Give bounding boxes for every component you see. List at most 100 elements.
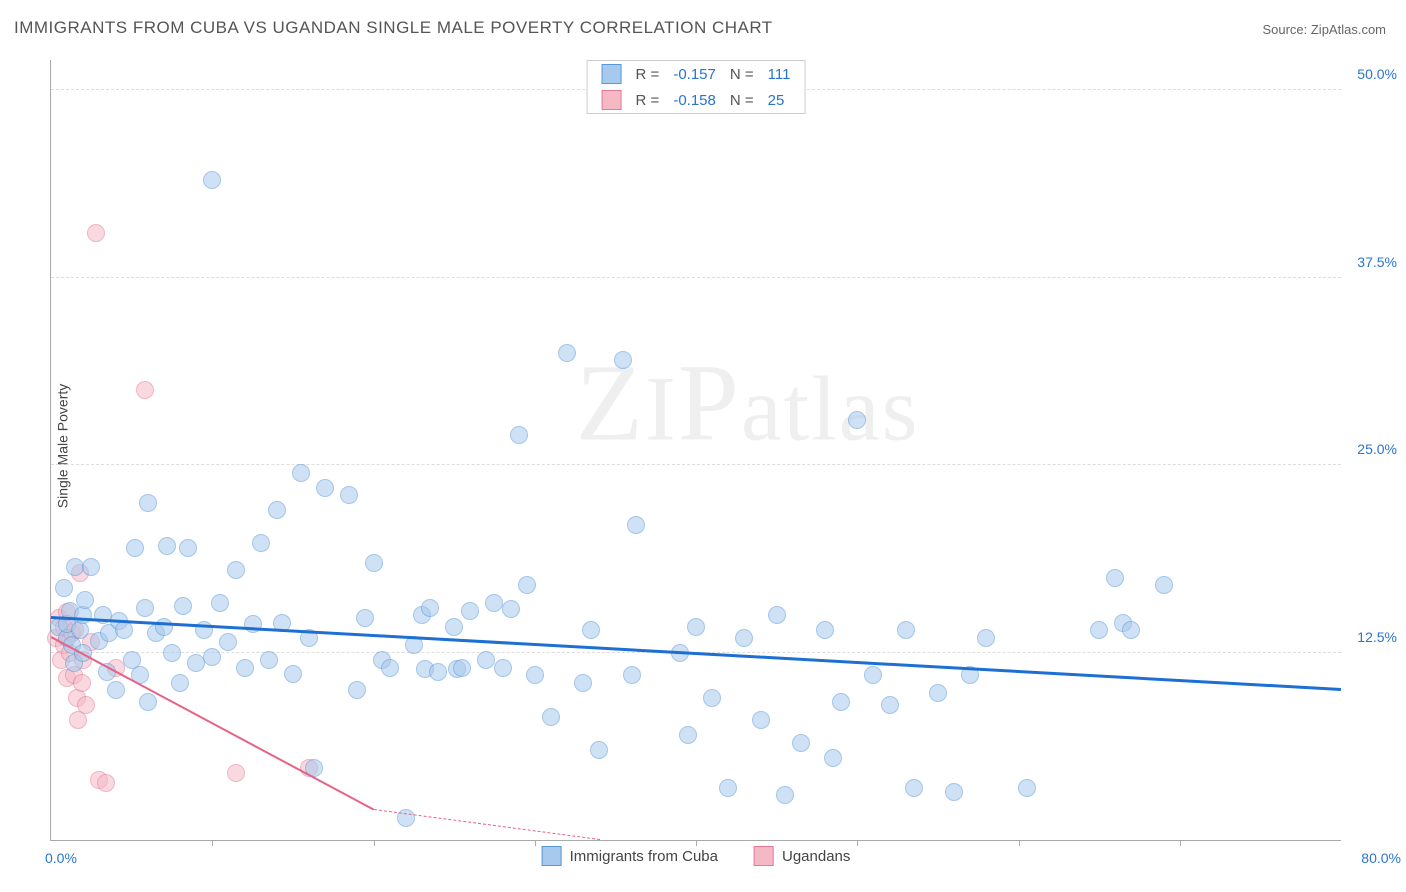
scatter-point	[260, 651, 278, 669]
r-label: R =	[636, 92, 660, 109]
scatter-point	[77, 696, 95, 714]
scatter-point	[1106, 569, 1124, 587]
gridline	[51, 464, 1341, 465]
x-tick	[374, 840, 375, 846]
scatter-point	[203, 171, 221, 189]
y-tick-label: 12.5%	[1345, 629, 1397, 645]
scatter-point	[55, 579, 73, 597]
scatter-point	[977, 629, 995, 647]
legend-item-uganda: Ugandans	[754, 846, 850, 866]
scatter-point	[203, 648, 221, 666]
x-tick	[535, 840, 536, 846]
series-legend: Immigrants from Cuba Ugandans	[542, 846, 851, 866]
scatter-point	[155, 618, 173, 636]
scatter-point	[252, 534, 270, 552]
scatter-point	[381, 659, 399, 677]
scatter-point	[421, 599, 439, 617]
scatter-point	[445, 618, 463, 636]
swatch-uganda-icon	[754, 846, 774, 866]
scatter-point	[397, 809, 415, 827]
scatter-point	[897, 621, 915, 639]
n-label: N =	[730, 92, 754, 109]
scatter-point	[1155, 576, 1173, 594]
scatter-point	[82, 558, 100, 576]
scatter-point	[73, 674, 91, 692]
scatter-point	[236, 659, 254, 677]
scatter-point	[776, 786, 794, 804]
scatter-point	[227, 561, 245, 579]
scatter-point	[510, 426, 528, 444]
n-value-cuba: 111	[768, 66, 791, 83]
scatter-point	[494, 659, 512, 677]
r-value-cuba: -0.157	[673, 66, 716, 83]
scatter-point	[832, 693, 850, 711]
chart-title: IMMIGRANTS FROM CUBA VS UGANDAN SINGLE M…	[14, 18, 773, 38]
scatter-point	[590, 741, 608, 759]
scatter-point	[268, 501, 286, 519]
scatter-point	[864, 666, 882, 684]
scatter-point	[76, 591, 94, 609]
scatter-point	[574, 674, 592, 692]
correlation-legend: R = -0.157 N = 111 R = -0.158 N = 25	[587, 60, 806, 114]
y-tick-label: 37.5%	[1345, 254, 1397, 270]
scatter-point	[735, 629, 753, 647]
scatter-point	[365, 554, 383, 572]
scatter-point	[171, 674, 189, 692]
legend-row-uganda: R = -0.158 N = 25	[588, 87, 805, 113]
scatter-point	[174, 597, 192, 615]
scatter-point	[905, 779, 923, 797]
n-value-uganda: 25	[768, 92, 785, 109]
scatter-point	[518, 576, 536, 594]
scatter-point	[1018, 779, 1036, 797]
scatter-point	[719, 779, 737, 797]
x-min-label: 0.0%	[45, 850, 77, 866]
scatter-point	[107, 681, 125, 699]
scatter-point	[582, 621, 600, 639]
legend-row-cuba: R = -0.157 N = 111	[588, 61, 805, 87]
scatter-point	[558, 344, 576, 362]
scatter-point	[945, 783, 963, 801]
scatter-point	[158, 537, 176, 555]
scatter-point	[768, 606, 786, 624]
x-tick	[857, 840, 858, 846]
scatter-point	[679, 726, 697, 744]
swatch-uganda	[602, 90, 622, 110]
scatter-point	[348, 681, 366, 699]
scatter-point	[211, 594, 229, 612]
n-label: N =	[730, 66, 754, 83]
scatter-point	[163, 644, 181, 662]
scatter-point	[97, 774, 115, 792]
scatter-point	[627, 516, 645, 534]
scatter-point	[461, 602, 479, 620]
scatter-point	[139, 693, 157, 711]
scatter-point	[219, 633, 237, 651]
scatter-point	[340, 486, 358, 504]
scatter-point	[292, 464, 310, 482]
legend-item-cuba: Immigrants from Cuba	[542, 846, 718, 866]
scatter-point	[227, 764, 245, 782]
scatter-point	[356, 609, 374, 627]
scatter-point	[526, 666, 544, 684]
scatter-point	[453, 659, 471, 677]
scatter-point	[502, 600, 520, 618]
scatter-point	[824, 749, 842, 767]
chart-container: IMMIGRANTS FROM CUBA VS UGANDAN SINGLE M…	[0, 0, 1406, 892]
scatter-point	[687, 618, 705, 636]
x-tick	[1019, 840, 1020, 846]
scatter-point	[623, 666, 641, 684]
scatter-point	[1122, 621, 1140, 639]
r-label: R =	[636, 66, 660, 83]
scatter-point	[848, 411, 866, 429]
scatter-point	[284, 665, 302, 683]
r-value-uganda: -0.158	[673, 92, 716, 109]
scatter-point	[244, 615, 262, 633]
legend-label-cuba: Immigrants from Cuba	[570, 848, 718, 865]
y-tick-label: 25.0%	[1345, 441, 1397, 457]
scatter-point	[614, 351, 632, 369]
scatter-point	[126, 539, 144, 557]
scatter-point	[87, 224, 105, 242]
scatter-point	[542, 708, 560, 726]
scatter-point	[792, 734, 810, 752]
scatter-point	[1090, 621, 1108, 639]
scatter-point	[429, 663, 447, 681]
